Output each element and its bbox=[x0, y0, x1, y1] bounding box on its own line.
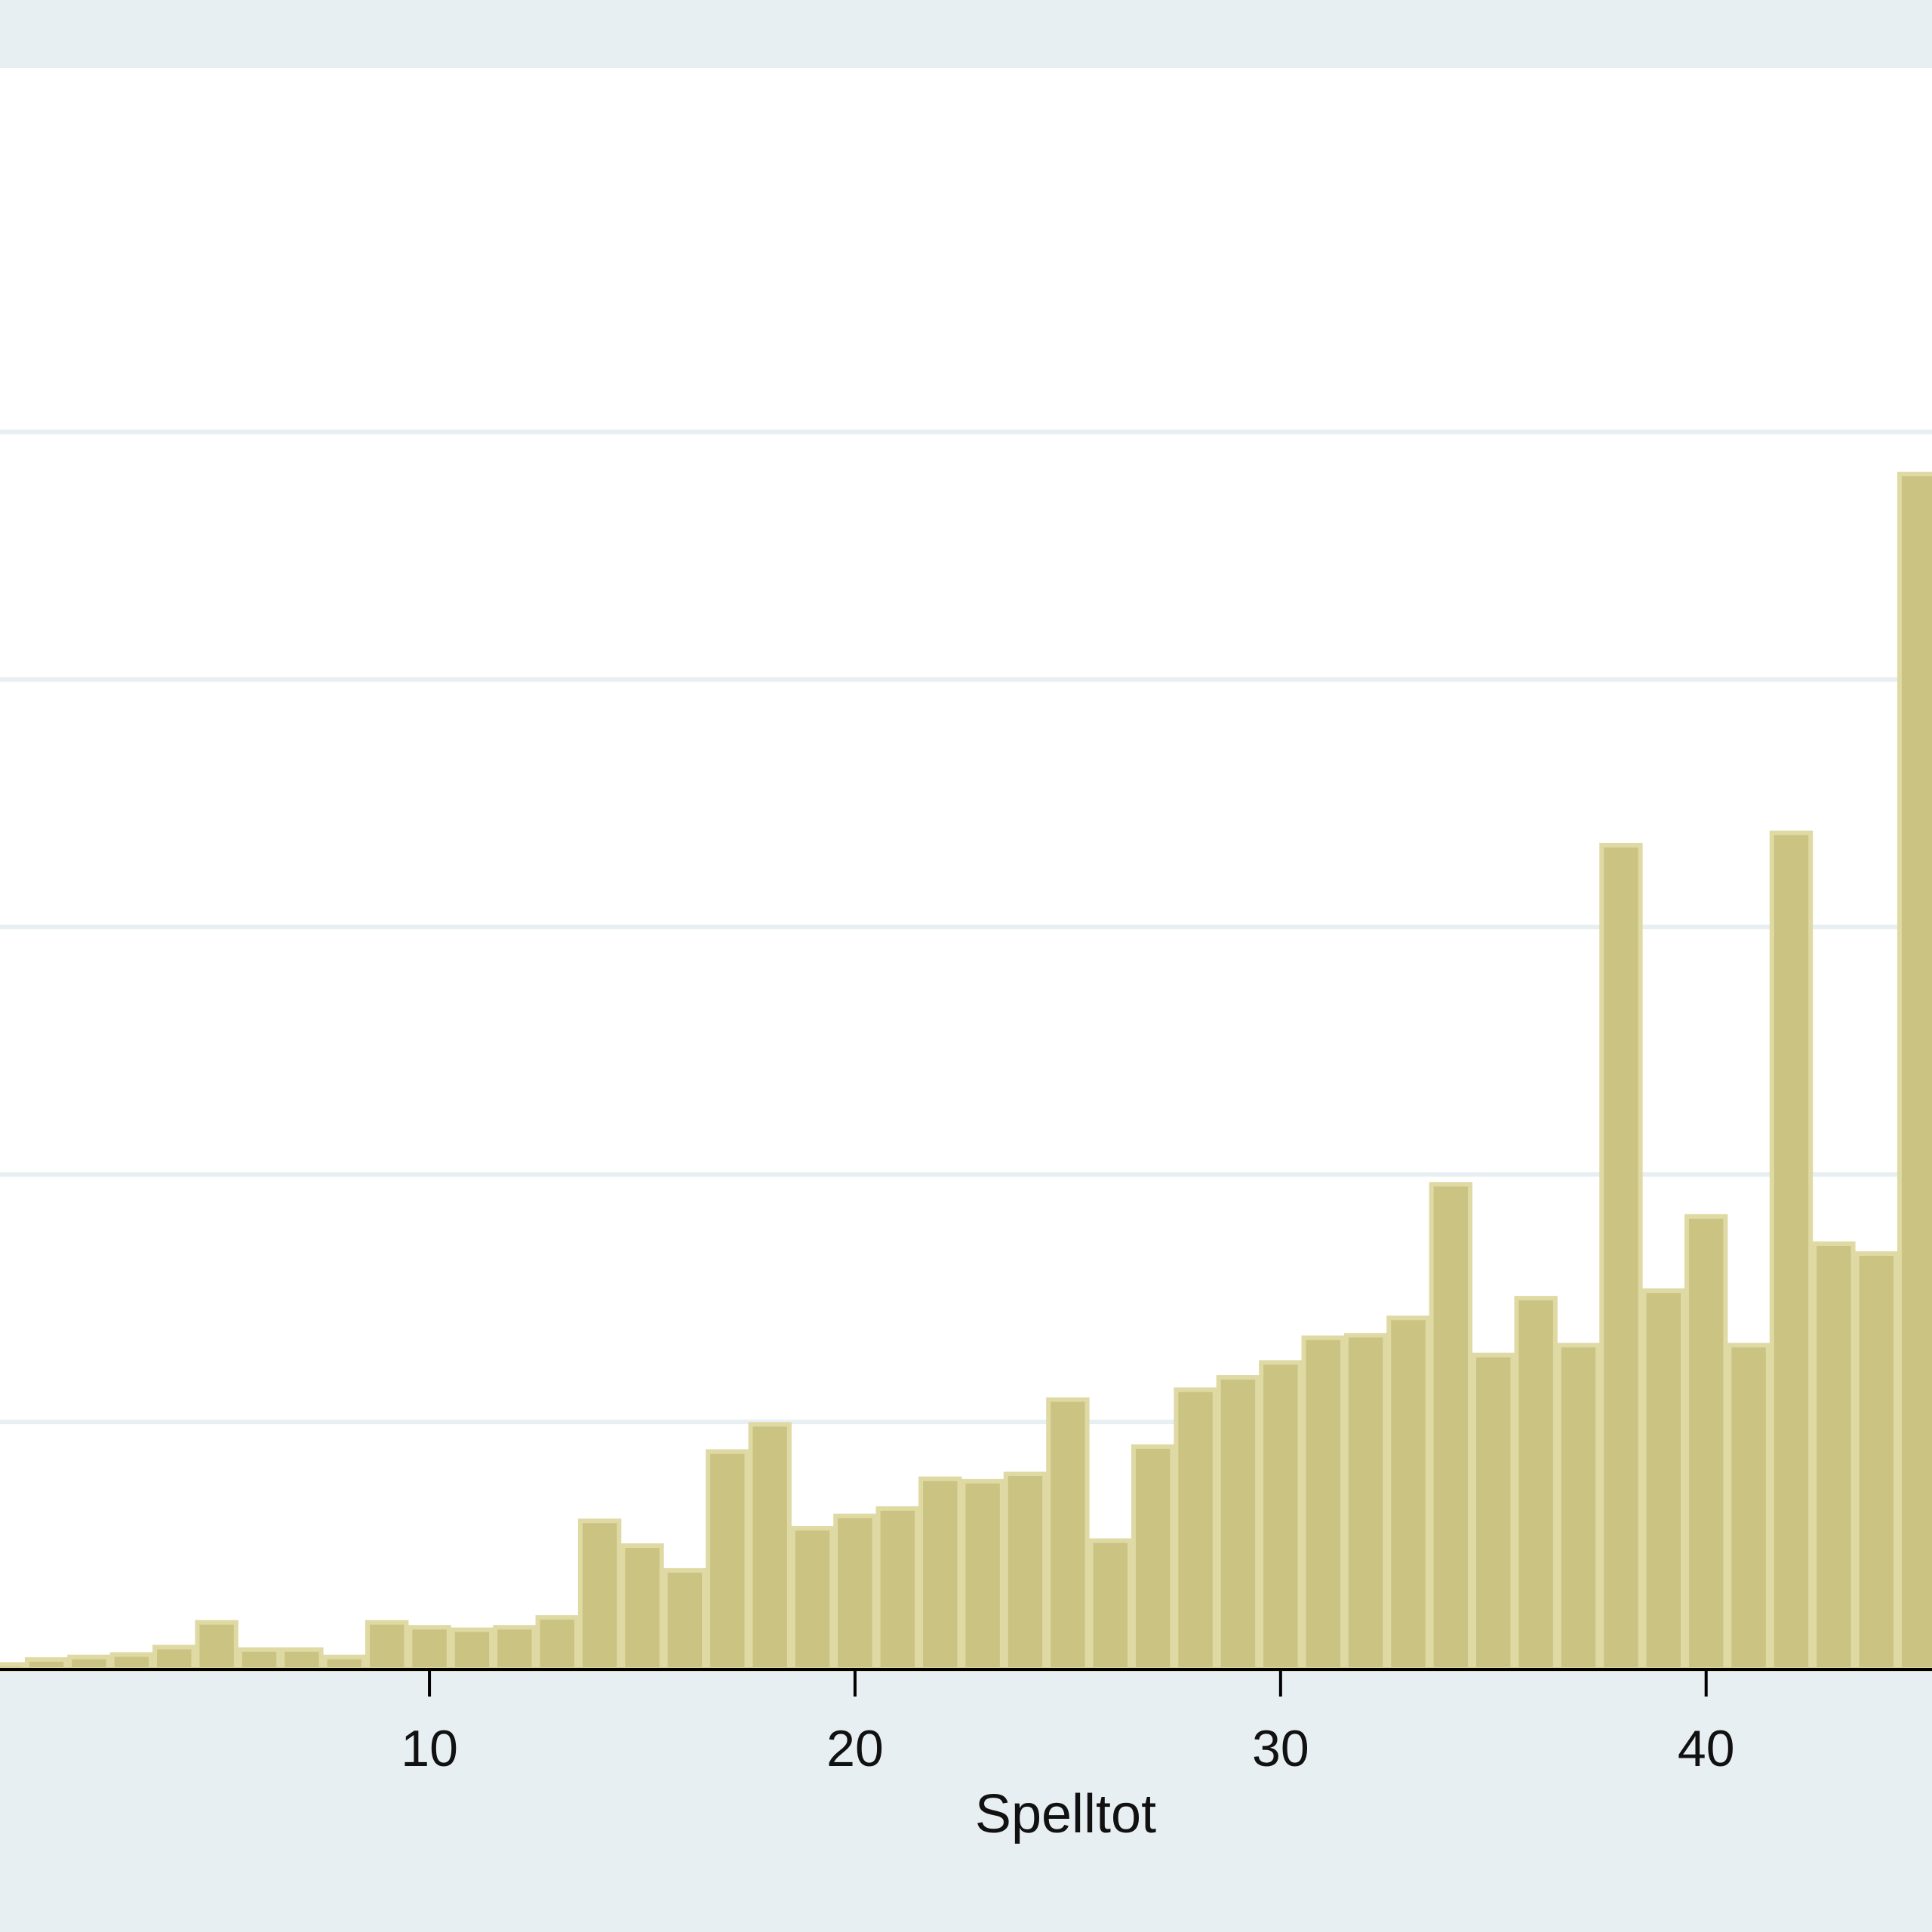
histogram-bar bbox=[365, 1620, 409, 1672]
histogram-bar bbox=[1343, 1333, 1388, 1672]
x-axis-title: Spelltot bbox=[975, 1784, 1156, 1844]
histogram-bar bbox=[748, 1422, 792, 1672]
histogram-bar bbox=[1514, 1296, 1558, 1672]
histogram-bar bbox=[493, 1625, 537, 1672]
bars bbox=[0, 472, 1932, 1672]
histogram-bar bbox=[109, 1652, 154, 1672]
histogram-bar bbox=[620, 1543, 664, 1672]
histogram-bar bbox=[152, 1644, 196, 1672]
x-tick-label: 10 bbox=[401, 1720, 458, 1777]
histogram-bar bbox=[1216, 1375, 1260, 1672]
histogram-bar bbox=[790, 1526, 835, 1672]
histogram-bar bbox=[1854, 1251, 1898, 1672]
histogram-bar bbox=[535, 1615, 579, 1672]
histogram-bar bbox=[237, 1647, 281, 1672]
histogram-bar bbox=[1131, 1444, 1175, 1672]
histogram-bar bbox=[1174, 1387, 1217, 1672]
histogram-bar bbox=[1429, 1182, 1473, 1672]
histogram-bar bbox=[577, 1518, 622, 1672]
histogram-bar bbox=[1046, 1397, 1090, 1672]
x-axis-ticks: 10 20 30 40 bbox=[401, 1669, 1735, 1777]
histogram-bar bbox=[961, 1478, 1004, 1672]
histogram-bar bbox=[1641, 1288, 1686, 1672]
histogram-bar bbox=[408, 1625, 451, 1672]
histogram-bar bbox=[1897, 472, 1932, 1672]
histogram-bar bbox=[1003, 1471, 1048, 1672]
histogram-bar bbox=[706, 1449, 749, 1672]
histogram-bar bbox=[1259, 1360, 1303, 1672]
histogram-bar bbox=[195, 1620, 238, 1672]
histogram-bar bbox=[1812, 1241, 1856, 1672]
histogram-bar bbox=[1301, 1335, 1345, 1672]
histogram-bar bbox=[280, 1647, 324, 1672]
histogram-bar bbox=[1599, 842, 1643, 1672]
x-tick-label: 40 bbox=[1678, 1720, 1735, 1777]
histogram-bar bbox=[1472, 1352, 1515, 1672]
histogram-bar bbox=[918, 1476, 962, 1672]
histogram-bar bbox=[663, 1567, 707, 1672]
histogram-bar bbox=[1556, 1343, 1601, 1672]
histogram-bar bbox=[1386, 1315, 1430, 1672]
histogram-bar bbox=[833, 1513, 877, 1672]
histogram-bar bbox=[450, 1627, 494, 1672]
histogram-bar bbox=[322, 1654, 366, 1672]
histogram-bar bbox=[1769, 830, 1814, 1672]
histogram-bar bbox=[1088, 1538, 1132, 1672]
x-tick-label: 30 bbox=[1252, 1720, 1309, 1777]
histogram-bar bbox=[67, 1654, 111, 1672]
histogram-bar bbox=[1684, 1214, 1728, 1672]
histogram-bar bbox=[875, 1506, 920, 1672]
histogram-bar bbox=[1727, 1343, 1770, 1672]
x-tick-label: 20 bbox=[826, 1720, 884, 1777]
